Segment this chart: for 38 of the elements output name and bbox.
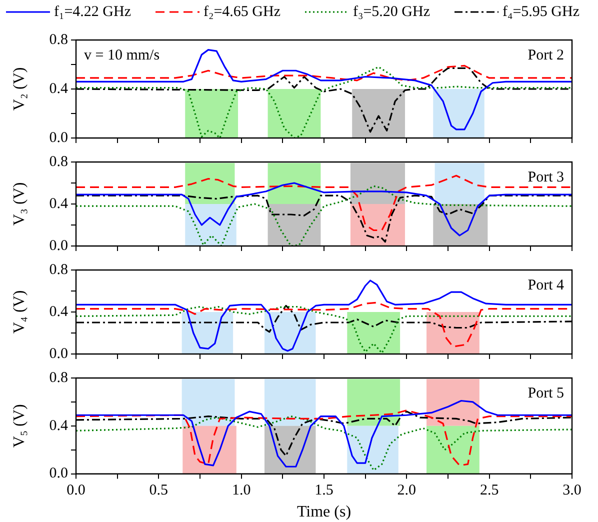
y-tick-label: 0.4	[49, 80, 68, 97]
y-tick-label: 0.0	[49, 238, 68, 254]
y-tick-label: 0.0	[49, 130, 68, 146]
y-tick-label: 0.4	[49, 304, 68, 320]
annotation: Port 5	[528, 385, 564, 402]
line-series	[76, 64, 572, 82]
legend-label: f₄=5.95 GHz	[502, 4, 580, 20]
line-series	[76, 185, 572, 246]
x-tick-label: 2.5	[480, 482, 499, 499]
y-axis-title: V₅ (V)	[10, 404, 28, 448]
y-axis-title: V₂ (V)	[10, 67, 28, 111]
x-tick-label: 0.5	[149, 482, 168, 499]
x-tick-label: 3.0	[562, 482, 582, 499]
y-tick-label: 0.0	[49, 466, 68, 482]
x-tick-label: 1.5	[314, 482, 334, 499]
y-tick-label: 0.4	[49, 196, 68, 212]
y-tick-label: 0.8	[49, 262, 68, 278]
y-axis-title: V₃ (V)	[10, 182, 28, 226]
x-tick-label: 0.0	[66, 482, 86, 499]
y-tick-label: 0.0	[49, 346, 68, 362]
line-series	[76, 410, 572, 466]
annotation: v = 10 mm/s	[84, 47, 160, 64]
annotation: Port 3	[528, 169, 564, 186]
legend-label: f₂=4.65 GHz	[204, 4, 281, 20]
x-tick-label: 1.0	[232, 482, 251, 499]
y-tick-label: 0.8	[49, 154, 68, 170]
line-series	[76, 306, 572, 354]
legend-label: f₁=4.22 GHz	[54, 4, 132, 20]
y-tick-label: 0.8	[49, 370, 68, 386]
y-tick-label: 0.4	[49, 418, 68, 434]
legend-label: f₃=5.20 GHz	[353, 4, 430, 20]
x-axis-title: Time (s)	[296, 504, 352, 521]
y-axis-title: V₄ (V)	[10, 290, 28, 334]
x-tick-label: 2.0	[397, 482, 416, 499]
line-series	[76, 416, 572, 472]
y-tick-label: 0.8	[49, 32, 68, 48]
annotation: Port 2	[528, 47, 564, 64]
annotation: Port 4	[528, 277, 564, 294]
